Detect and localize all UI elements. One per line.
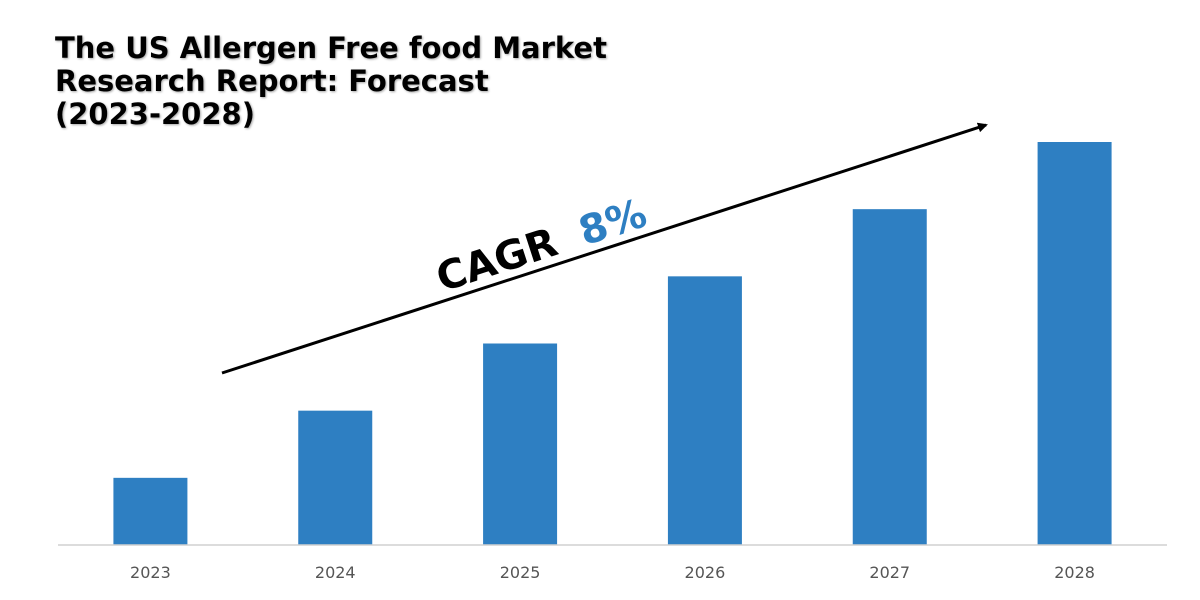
bar-2027 (852, 209, 927, 545)
x-tick-label-2023: 2023 (130, 563, 171, 582)
chart-title-line-1: The US Allergen Free food Market (55, 31, 607, 65)
chart-title-line-2: Research Report: Forecast (55, 64, 489, 98)
x-tick-label-2026: 2026 (685, 563, 726, 582)
x-tick-label-2028: 2028 (1054, 563, 1095, 582)
bar-2026 (667, 276, 742, 545)
x-tick-label-2027: 2027 (869, 563, 910, 582)
bar-2023 (113, 477, 188, 545)
bar-2025 (483, 343, 558, 545)
x-tick-label-2024: 2024 (315, 563, 356, 582)
bars-group (113, 142, 1112, 545)
bar-2024 (298, 410, 373, 545)
cagr-value: 8% (573, 190, 652, 255)
growth-trend-arrow (221, 122, 988, 375)
x-tick-label-2025: 2025 (500, 563, 541, 582)
chart-title: The US Allergen Free food Market Researc… (55, 32, 615, 131)
cagr-annotation: CAGR 8% (431, 190, 652, 301)
cagr-label: CAGR (431, 219, 563, 301)
x-tick-labels: 2023 2024 2025 2026 2027 2028 (130, 563, 1095, 582)
chart-title-line-3: (2023-2028) (55, 97, 255, 131)
bar-2028 (1037, 142, 1112, 545)
